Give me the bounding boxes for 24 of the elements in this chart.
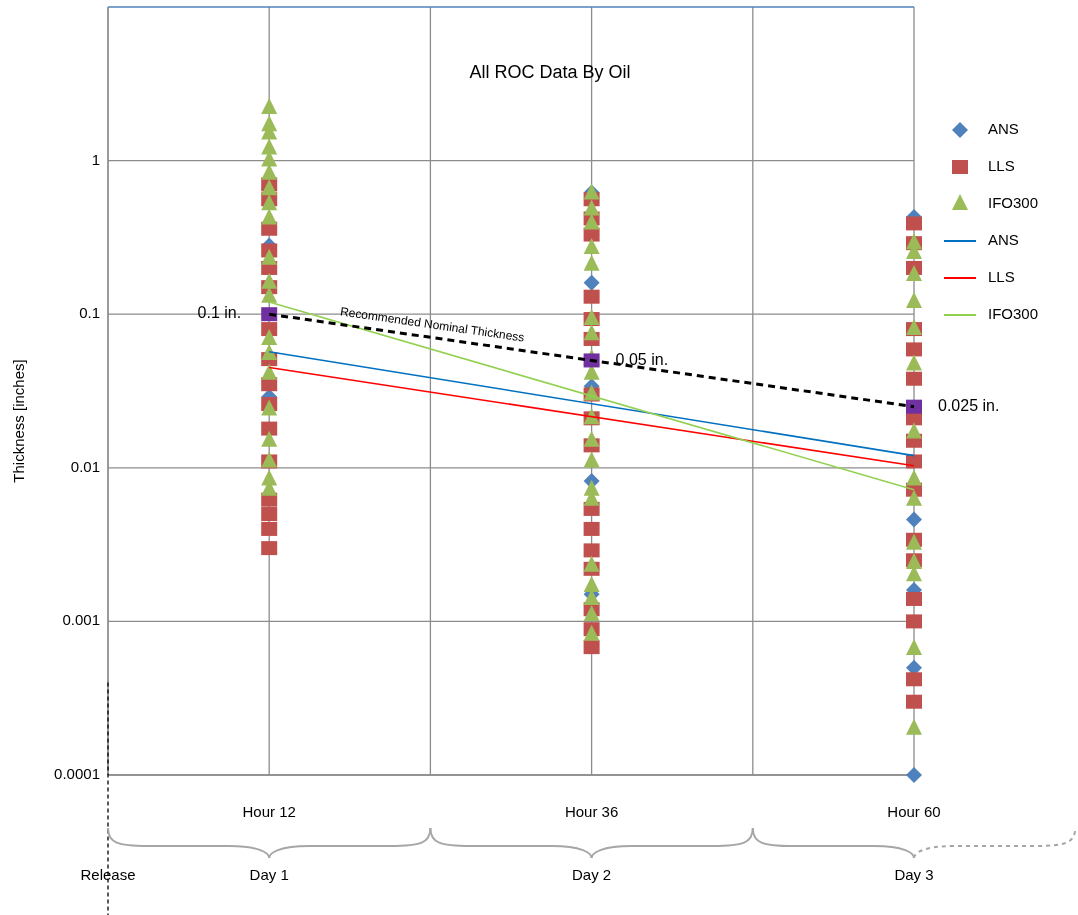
legend-label: IFO300 — [988, 193, 1039, 211]
text: Day 1 — [249, 866, 289, 883]
legend-label: ANS — [988, 119, 1019, 137]
annotation: Recommended Nominal Thickness — [339, 304, 526, 345]
x-tick-label: Hour 12 — [242, 803, 296, 820]
y-tick-label: 0.0001 — [54, 764, 100, 782]
y-tick-label: 1 — [91, 150, 100, 168]
y-tick-label: 0.001 — [62, 611, 100, 629]
legend-label: LLS — [988, 156, 1015, 174]
legend-label: ANS — [988, 230, 1019, 248]
y-tick-label: 0.1 — [79, 304, 100, 322]
annotation: 0.05 in. — [615, 350, 669, 368]
y-axis-title: Thickness [inches] — [10, 359, 27, 483]
annotation: 0.025 in. — [938, 396, 1000, 414]
text: Release — [80, 866, 136, 883]
legend-label: IFO300 — [988, 304, 1039, 322]
x-tick-label: Hour 60 — [887, 803, 941, 820]
annotation: 0.1 in. — [197, 304, 242, 322]
text: Day 3 — [894, 866, 934, 883]
legend-label: LLS — [988, 267, 1015, 285]
text: Day 2 — [572, 866, 612, 883]
text: All ROC Data By Oil — [469, 62, 631, 82]
x-tick-label: Hour 36 — [564, 803, 619, 820]
y-tick-label: 0.01 — [70, 457, 100, 475]
